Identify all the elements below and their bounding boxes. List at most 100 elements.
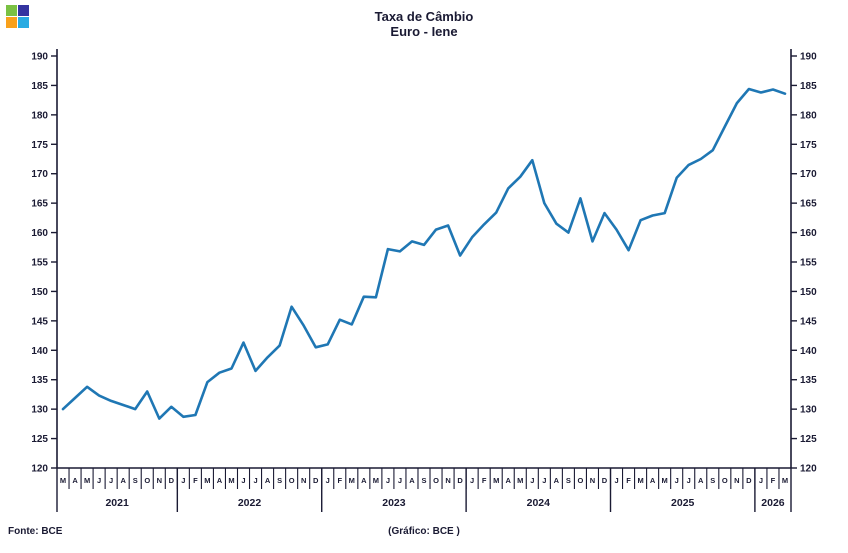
month-letter: M [349,476,355,485]
month-letter: A [650,476,656,485]
bank-logo [6,5,29,28]
month-letter: J [241,476,245,485]
month-letter: M [373,476,379,485]
month-letter: J [759,476,763,485]
y-tick-label-left: 130 [31,405,48,416]
month-letter: O [433,476,439,485]
month-letter: N [301,476,306,485]
month-letter: M [60,476,66,485]
y-tick-label-left: 135 [31,375,48,386]
month-letter: M [782,476,788,485]
month-letter: J [675,476,679,485]
y-tick-label-left: 165 [31,199,48,210]
y-tick-label-right: 125 [800,434,817,445]
y-tick-label-left: 185 [31,81,48,92]
month-letter: J [253,476,257,485]
rate-line [61,87,787,420]
year-label: 2021 [105,497,129,509]
month-letter: J [398,476,402,485]
chart-title: Taxa de Câmbio [374,9,474,24]
month-letter: J [109,476,113,485]
year-label: 2024 [527,497,551,509]
source-label: Fonte: BCE [8,526,63,537]
y-tick-label-right: 140 [800,346,817,357]
month-letter: A [409,476,415,485]
y-tick-label-left: 180 [31,110,48,121]
month-letter: J [386,476,390,485]
month-letter: A [120,476,126,485]
month-letter: M [204,476,210,485]
chart-subtitle: Euro - Iene [390,24,458,39]
month-letter: F [337,476,342,485]
month-letter: S [566,476,571,485]
y-tick-label-left: 150 [31,287,48,298]
y-tick-label-left: 140 [31,346,48,357]
y-tick-label-right: 145 [800,316,817,327]
month-letter: N [445,476,450,485]
month-letter: M [662,476,668,485]
y-tick-label-right: 160 [800,228,817,239]
logo-square-bottom-right [18,17,29,28]
year-label: 2022 [238,497,262,509]
month-letter: J [542,476,546,485]
month-letter: M [493,476,499,485]
y-tick-label-right: 135 [800,375,817,386]
y-tick-label-left: 155 [31,258,48,269]
month-letter: D [169,476,175,485]
month-letter: A [361,476,367,485]
y-tick-label-right: 150 [800,287,817,298]
month-letter: A [698,476,704,485]
month-letter: J [181,476,185,485]
y-tick-label-right: 175 [800,140,817,151]
month-letter: S [277,476,282,485]
y-tick-label-left: 190 [31,52,48,63]
month-letter: F [771,476,776,485]
month-letter: A [72,476,78,485]
y-tick-label-left: 145 [31,316,48,327]
month-letter: A [217,476,223,485]
year-label: 2025 [671,497,695,509]
month-letter: A [506,476,512,485]
logo-square-top-left [6,5,17,16]
y-tick-label-right: 170 [800,169,817,180]
month-letter: D [602,476,608,485]
month-letter: J [326,476,330,485]
y-tick-label-right: 155 [800,258,817,269]
y-tick-label-left: 160 [31,228,48,239]
credit-label: (Gráfico: BCE ) [388,526,460,537]
month-letter: N [157,476,162,485]
month-letter: D [313,476,319,485]
month-letter: O [722,476,728,485]
month-letter: D [457,476,463,485]
month-letter: M [637,476,643,485]
logo-square-top-right [18,5,29,16]
month-letter: J [614,476,618,485]
month-letter: S [710,476,715,485]
y-tick-label-left: 120 [31,464,48,475]
month-letter: J [470,476,474,485]
month-letter: J [687,476,691,485]
month-letter: N [734,476,739,485]
y-tick-label-right: 185 [800,81,817,92]
month-letter: M [517,476,523,485]
month-letter: F [626,476,631,485]
year-label: 2023 [382,497,406,509]
y-tick-label-right: 120 [800,464,817,475]
month-letter: D [746,476,752,485]
y-tick-label-left: 175 [31,140,48,151]
month-letter: N [590,476,595,485]
month-letter: A [554,476,560,485]
month-letter: S [133,476,138,485]
y-tick-label-right: 130 [800,405,817,416]
y-tick-label-left: 170 [31,169,48,180]
month-letter: F [482,476,487,485]
month-letter: O [289,476,295,485]
month-letter: O [578,476,584,485]
y-tick-label-right: 165 [800,199,817,210]
logo-square-bottom-left [6,17,17,28]
month-letter: F [193,476,198,485]
month-letter: M [228,476,234,485]
y-tick-label-right: 180 [800,110,817,121]
